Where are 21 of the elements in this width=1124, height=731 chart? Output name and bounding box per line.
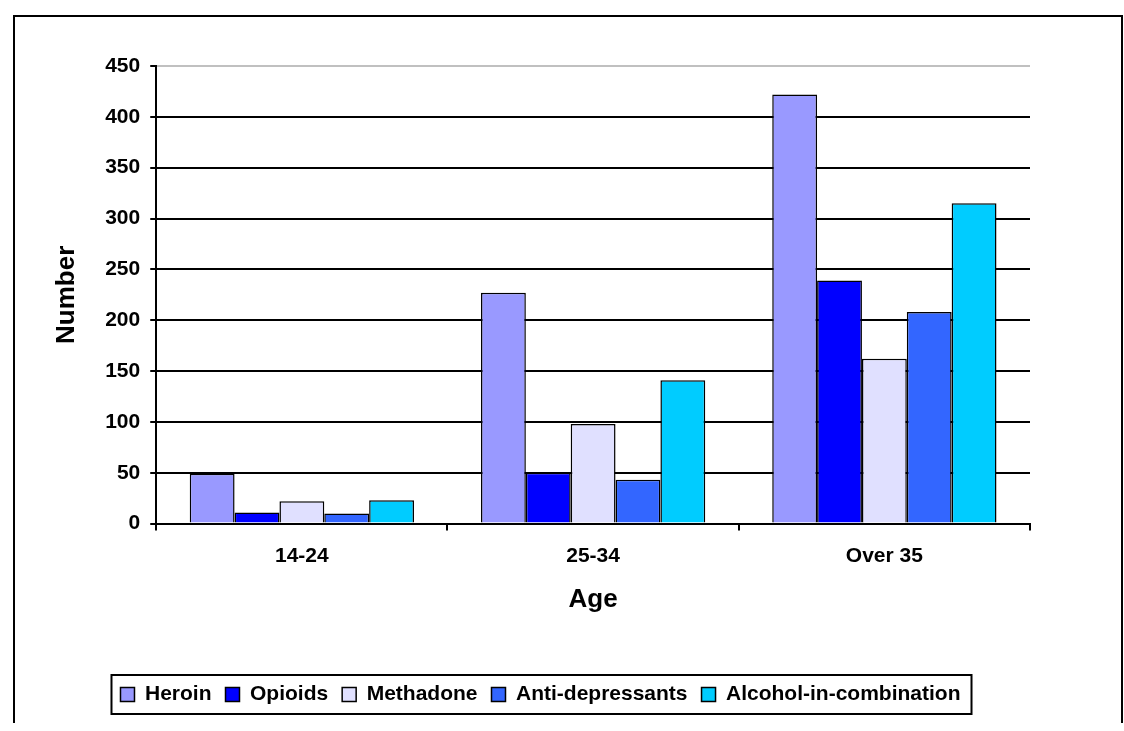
y-tick-label: 150 xyxy=(105,357,141,381)
legend-label: Heroin xyxy=(144,681,212,705)
y-tick-label: 300 xyxy=(105,205,141,229)
chart-frame: Age Number Heroin Opioids Methadone Anti-depressants Alcohol-in-combination 14-24 25-34 Over 35 0 50 100 150 200 250 300 350 400 450 xyxy=(13,15,1123,723)
legend-label: Alcohol-in-combination xyxy=(726,681,961,705)
y-tick-label: 450 xyxy=(105,52,141,76)
x-tick-label: 14-24 xyxy=(275,543,330,566)
y-tick-label: 350 xyxy=(105,154,141,178)
y-tick-label: 250 xyxy=(105,256,141,280)
legend-label: Opioids xyxy=(250,681,329,705)
x-axis-title: Age xyxy=(568,582,618,613)
x-tick-label: Over 35 xyxy=(845,543,924,566)
y-tick-label: 50 xyxy=(116,459,141,483)
y-tick-label: 400 xyxy=(105,103,141,127)
legend-label: Anti-depressants xyxy=(516,681,688,705)
y-tick-label: 200 xyxy=(105,307,141,331)
x-tick-label: 25-34 xyxy=(566,543,621,566)
y-axis-title: Number xyxy=(49,245,80,344)
y-tick-label: 100 xyxy=(105,408,141,432)
legend-label: Methadone xyxy=(366,681,478,705)
y-tick-label: 0 xyxy=(128,510,141,534)
